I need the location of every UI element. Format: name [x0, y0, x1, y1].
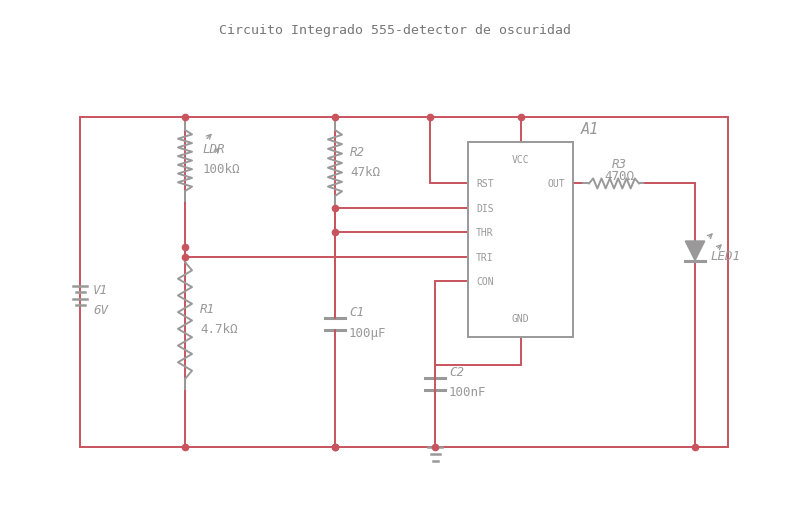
Text: A1: A1: [581, 121, 600, 136]
Text: C1: C1: [349, 306, 364, 319]
Text: R2: R2: [350, 145, 365, 158]
Text: 4.7kΩ: 4.7kΩ: [200, 322, 237, 335]
Text: 100nF: 100nF: [449, 386, 486, 399]
Text: R3: R3: [611, 158, 626, 171]
Text: VCC: VCC: [512, 155, 529, 165]
Text: RST: RST: [476, 179, 494, 189]
Text: R1: R1: [200, 302, 215, 316]
Text: CON: CON: [476, 276, 494, 287]
Polygon shape: [685, 242, 705, 261]
Text: 6V: 6V: [93, 304, 108, 317]
Text: 100kΩ: 100kΩ: [203, 163, 240, 176]
Text: THR: THR: [476, 228, 494, 238]
Text: LDR: LDR: [203, 143, 225, 156]
Text: 470Ω: 470Ω: [604, 169, 634, 183]
Text: Circuito Integrado 555-detector de oscuridad: Circuito Integrado 555-detector de oscur…: [219, 23, 571, 37]
Text: GND: GND: [512, 313, 529, 323]
Text: 100μF: 100μF: [349, 326, 387, 339]
Text: 47kΩ: 47kΩ: [350, 165, 380, 178]
Bar: [468, 143, 573, 337]
Text: DIS: DIS: [476, 204, 494, 213]
Text: V1: V1: [93, 283, 108, 296]
Text: OUT: OUT: [547, 179, 565, 189]
Text: LED1: LED1: [711, 250, 741, 263]
Text: C2: C2: [449, 366, 464, 379]
Text: TRI: TRI: [476, 252, 494, 262]
